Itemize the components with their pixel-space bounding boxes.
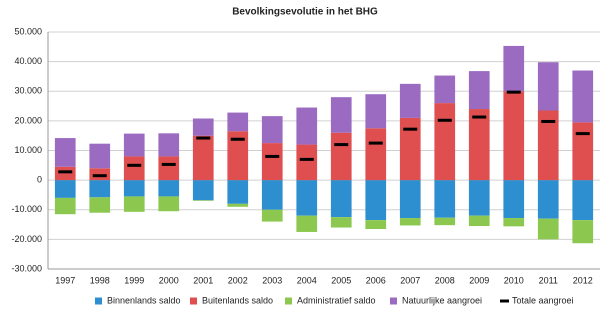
- bar-segment: [261, 116, 283, 144]
- bar-segment: [123, 196, 145, 212]
- bar-segment: [537, 110, 559, 181]
- legend-swatch: [285, 297, 292, 305]
- bar-segment: [537, 62, 559, 111]
- bar-segment: [503, 218, 525, 227]
- bar-segment: [227, 203, 249, 207]
- legend-label: Buitenlands saldo: [202, 295, 273, 305]
- x-tick-label: 2001: [193, 275, 213, 285]
- bar-segment: [572, 70, 594, 123]
- bar-segment: [399, 83, 421, 118]
- y-tick-label: 10.000: [14, 145, 42, 155]
- bar-segment: [123, 156, 145, 181]
- bar-segment: [434, 217, 456, 226]
- bar-segment: [89, 180, 111, 198]
- y-tick-label: -20.000: [11, 234, 42, 244]
- bar-segment: [227, 112, 249, 132]
- legend-swatch: [390, 297, 397, 305]
- x-tick-label: 1998: [90, 275, 110, 285]
- x-tick-label: 2010: [504, 275, 524, 285]
- bar-segment: [296, 144, 318, 181]
- bar-segment: [123, 180, 145, 197]
- bar-segment: [54, 166, 76, 181]
- x-tick-label: 2006: [366, 275, 386, 285]
- x-tick-label: 2007: [400, 275, 420, 285]
- bar-segment: [330, 97, 352, 133]
- bar-segment: [54, 197, 76, 215]
- legend-label: Binnenlands saldo: [107, 295, 181, 305]
- bar-segment: [158, 180, 180, 197]
- bar-segment: [503, 45, 525, 92]
- bar-segment: [192, 135, 214, 181]
- bar-segment: [537, 180, 559, 219]
- chart-title: Bevolkingsevolutie in het BHG: [232, 7, 378, 18]
- bar-segment: [192, 180, 214, 201]
- bar-segment: [261, 143, 283, 181]
- bar-segment: [54, 180, 76, 198]
- bar-segment: [158, 156, 180, 181]
- x-tick-label: 2002: [228, 275, 248, 285]
- bar-segment: [365, 220, 387, 230]
- x-tick-label: 2012: [573, 275, 593, 285]
- bar-segment: [192, 200, 214, 201]
- bar-segment: [399, 117, 421, 181]
- bar-segment: [365, 128, 387, 181]
- x-tick-label: 1999: [124, 275, 144, 285]
- bar-segment: [365, 94, 387, 129]
- bar-segment: [227, 131, 249, 181]
- legend-swatch: [190, 297, 197, 305]
- bar-segment: [192, 118, 214, 136]
- x-tick-label: 2008: [435, 275, 455, 285]
- y-tick-label: 0: [37, 175, 42, 185]
- bar-segment: [399, 218, 421, 226]
- bar-segment: [365, 180, 387, 221]
- y-tick-label: -30.000: [11, 263, 42, 273]
- y-tick-label: 30.000: [14, 86, 42, 96]
- x-tick-label: 2011: [539, 275, 558, 285]
- bar-segment: [537, 218, 559, 240]
- bar-segment: [158, 196, 180, 212]
- bar-segment: [434, 180, 456, 218]
- bar-segment: [468, 180, 490, 216]
- bar-segment: [158, 133, 180, 157]
- bar-segment: [399, 180, 421, 219]
- bar-segment: [296, 215, 318, 232]
- x-tick-label: 2004: [297, 275, 317, 285]
- x-tick-label: 1997: [55, 275, 75, 285]
- bar-segment: [89, 197, 111, 213]
- bar-segment: [330, 217, 352, 228]
- legend-label: Natuurlijke aangroei: [402, 295, 482, 305]
- bar-segment: [468, 71, 490, 110]
- y-tick-label: 20.000: [14, 115, 42, 125]
- bar-segment: [296, 180, 318, 216]
- x-tick-label: 2000: [159, 275, 179, 285]
- legend-label: Administratief saldo: [297, 295, 376, 305]
- bar-segment: [572, 220, 594, 244]
- y-tick-label: -10.000: [11, 204, 42, 214]
- bar-segment: [468, 109, 490, 181]
- y-tick-label: 50.000: [14, 26, 42, 36]
- bar-segment: [261, 209, 283, 222]
- bar-segment: [503, 180, 525, 219]
- bar-segment: [261, 180, 283, 210]
- bar-segment: [503, 91, 525, 181]
- y-tick-label: 40.000: [14, 56, 42, 66]
- bar-segment: [468, 215, 490, 227]
- bar-segment: [572, 180, 594, 221]
- x-tick-label: 2005: [331, 275, 351, 285]
- legend-swatch: [95, 297, 102, 305]
- bar-segment: [123, 133, 145, 157]
- bar-segment: [434, 103, 456, 181]
- bar-segment: [572, 122, 594, 181]
- bar-segment: [227, 180, 249, 204]
- x-tick-label: 2009: [469, 275, 489, 285]
- bar-segment: [330, 180, 352, 218]
- legend-label: Totale aangroei: [512, 295, 574, 305]
- bar-segment: [296, 107, 318, 145]
- bar-segment: [434, 75, 456, 104]
- x-tick-label: 2003: [262, 275, 282, 285]
- bar-segment: [54, 138, 76, 167]
- bar-segment: [89, 143, 111, 169]
- bar-segment: [330, 132, 352, 181]
